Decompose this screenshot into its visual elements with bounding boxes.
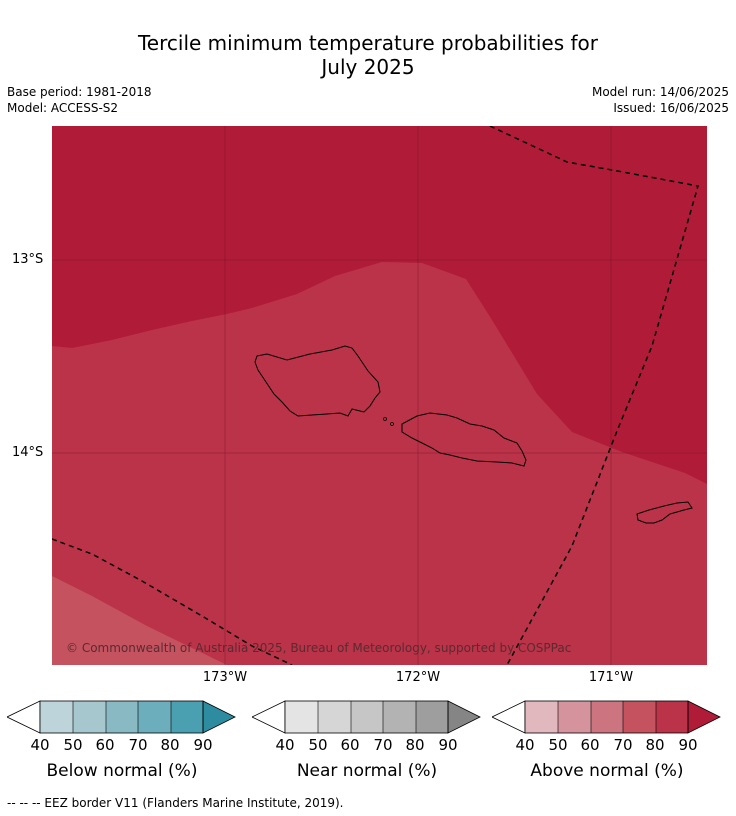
legend-near-bin-50 [318,701,351,733]
eez-border-east [489,126,699,665]
legend-above-bin-50 [558,701,591,733]
upolu-island [401,412,527,467]
legend-near-max-arrow [447,700,481,734]
savaii-island [254,345,381,417]
model-name: Model: ACCESS-S2 [7,101,119,115]
map-title: Tercile minimum temperature probabilitie… [0,31,736,79]
legend-near-outline [284,700,449,734]
legend-below-tick-80: 80 [160,736,180,754]
legend-near-min-arrow [251,700,286,734]
meta-left: Base period: 1981-2018 Model: ACCESS-S2 [7,84,152,116]
lat-label-14s: 14°S [12,445,44,460]
legend-above-bin-40 [525,701,558,733]
legend-below-bin-50 [73,701,106,733]
legend-near-bin-70 [383,701,416,733]
legend-near-dividers [317,701,417,733]
legend-below-tick-90: 90 [193,736,213,754]
legend-below-tick-70: 70 [128,736,148,754]
legend-above-normal: 40 50 60 70 80 90 [491,700,722,760]
legend-below-normal: 40 50 60 70 80 90 [6,700,237,760]
legend-near-title: Near normal (%) [296,761,438,781]
legend-below-colorbar [6,700,236,734]
legend-near-tick-60: 60 [340,736,360,754]
legend-above-bin-70 [623,701,656,733]
legend-near-tick-70: 70 [373,736,393,754]
legend-near-tick-80: 80 [405,736,425,754]
legend-near-bin-80 [416,701,448,733]
lon-label-173w: 173°W [202,670,248,685]
legend-above-dividers [557,701,657,733]
above-70-region [52,576,227,665]
apolima-islet [390,422,394,426]
legend-near-tick-90: 90 [438,736,458,754]
legend-below-bin-70 [138,701,171,733]
legend-below-tick-40: 40 [30,736,50,754]
base-period: Base period: 1981-2018 [7,85,152,99]
legend-above-colorbar [491,700,721,734]
legend-above-max-arrow [687,700,721,734]
copyright-text: © Commonwealth of Australia 2025, Bureau… [66,641,572,655]
legend-above-tick-50: 50 [548,736,568,754]
map-panel[interactable]: © Commonwealth of Australia 2025, Bureau… [52,126,707,665]
lon-label-171w: 171°W [588,670,634,685]
manono-islet [383,417,387,421]
eez-footnote: -- -- -- EEZ border V11 (Flanders Marine… [7,796,344,810]
map-title-line2: July 2025 [321,55,415,79]
legend-above-tick-70: 70 [613,736,633,754]
tutuila-island [636,501,693,524]
legend-near-colorbar [251,700,481,734]
legend-below-bin-80 [171,701,203,733]
legend-above-tick-80: 80 [645,736,665,754]
legend-above-title: Above normal (%) [530,761,684,781]
legend-near-tick-40: 40 [275,736,295,754]
legend-above-bin-60 [591,701,623,733]
legend-above-min-arrow [491,700,526,734]
meta-right: Model run: 14/06/2025 Issued: 16/06/2025 [592,84,729,116]
legend-near-normal: 40 50 60 70 80 90 [251,700,482,760]
legend-above-tick-90: 90 [678,736,698,754]
lon-label-172w: 172°W [395,670,441,685]
legend-below-max-arrow [202,700,236,734]
legend-near-bin-60 [351,701,383,733]
legend-below-min-arrow [6,700,41,734]
legend-below-dividers [72,701,172,733]
legend-above-tick-60: 60 [580,736,600,754]
legend-above-bin-80 [656,701,688,733]
legend-above-tick-40: 40 [515,736,535,754]
legend-below-tick-60: 60 [95,736,115,754]
issued-date: Issued: 16/06/2025 [613,101,729,115]
lat-label-13s: 13°S [12,252,44,267]
above-90-region [52,126,707,484]
legend-below-title: Below normal (%) [46,761,198,781]
eez-border-southwest [52,538,293,665]
model-run: Model run: 14/06/2025 [591,85,729,99]
legend-above-outline [524,700,689,734]
map-title-line1: Tercile minimum temperature probabilitie… [137,31,599,55]
legend-below-outline [39,700,204,734]
legend-near-bin-40 [285,701,318,733]
legend-near-tick-50: 50 [308,736,328,754]
map-svg [52,126,707,665]
legend-below-tick-50: 50 [63,736,83,754]
legend-below-bin-40 [40,701,73,733]
legend-below-bin-60 [106,701,138,733]
